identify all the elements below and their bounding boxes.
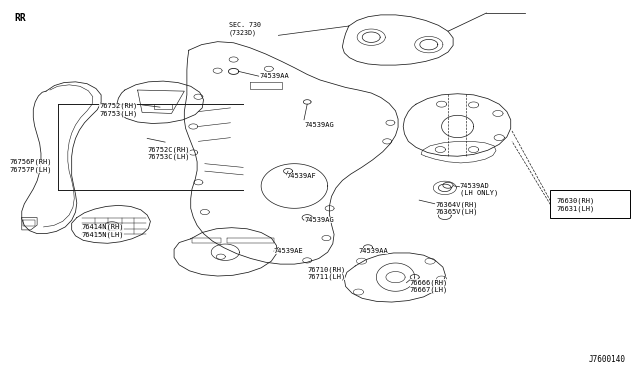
Text: 74539AD
(LH ONLY): 74539AD (LH ONLY): [460, 183, 498, 196]
Text: 76364V(RH)
76365V(LH): 76364V(RH) 76365V(LH): [435, 201, 477, 215]
Text: 76710(RH)
76711(LH): 76710(RH) 76711(LH): [307, 266, 346, 280]
Text: 74539AF: 74539AF: [287, 173, 316, 179]
Text: 74539AA: 74539AA: [259, 73, 289, 79]
Text: 74539AG: 74539AG: [304, 122, 333, 128]
Text: 76756P(RH)
76757P(LH): 76756P(RH) 76757P(LH): [10, 158, 52, 173]
Text: RR: RR: [14, 13, 26, 23]
Text: 76666(RH)
76667(LH): 76666(RH) 76667(LH): [410, 279, 448, 294]
Text: SEC. 730
(7323D): SEC. 730 (7323D): [229, 22, 261, 36]
Text: 74539AA: 74539AA: [358, 248, 388, 254]
Text: 76752C(RH)
76753C(LH): 76752C(RH) 76753C(LH): [147, 146, 189, 160]
Text: 74539AE: 74539AE: [274, 248, 303, 254]
Text: 76414N(RH)
76415N(LH): 76414N(RH) 76415N(LH): [82, 224, 124, 238]
Text: 74539AG: 74539AG: [304, 217, 333, 223]
Text: 76752(RH)
76753(LH): 76752(RH) 76753(LH): [99, 103, 138, 117]
Bar: [550, 190, 630, 218]
Text: 76630(RH)
76631(LH): 76630(RH) 76631(LH): [557, 198, 595, 212]
Text: J7600140: J7600140: [589, 355, 626, 364]
